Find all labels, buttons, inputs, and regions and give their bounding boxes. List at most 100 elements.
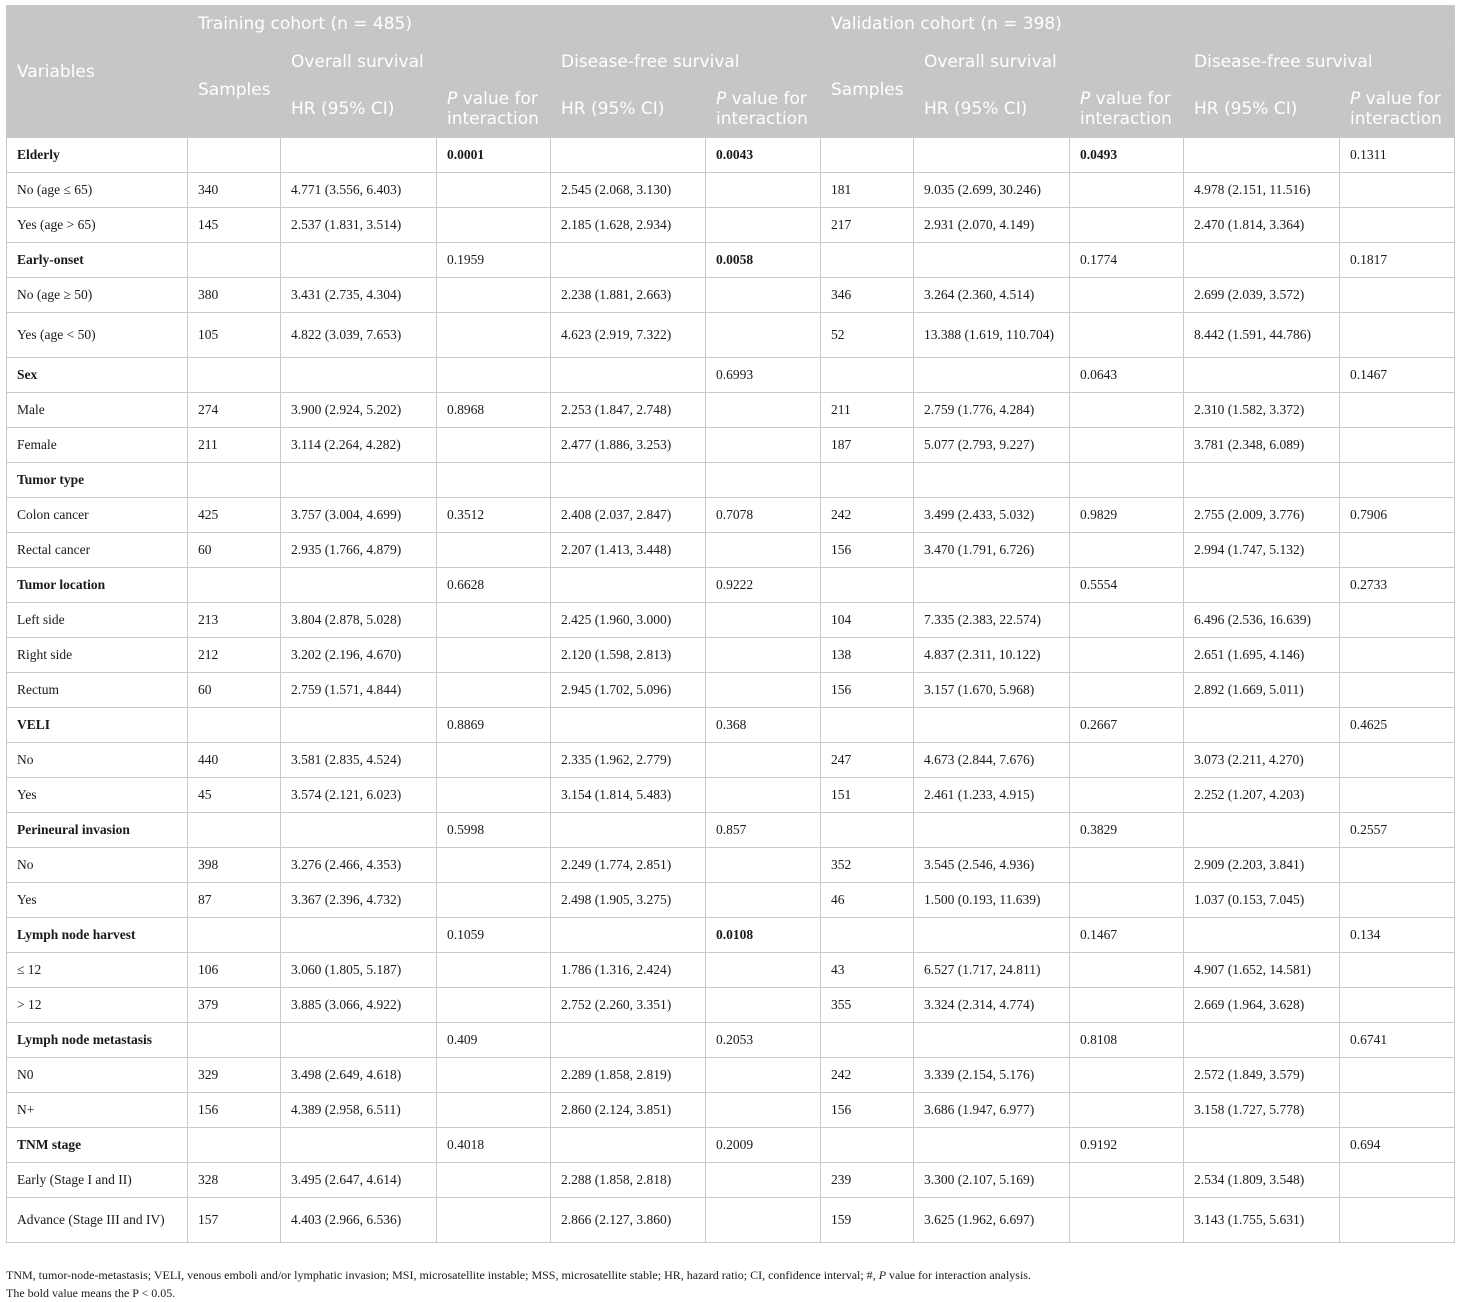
table-cell — [436, 637, 551, 673]
table-row: No (age ≤ 65) 340 4.771 (3.556, 6.403) 2.54… — [6, 172, 1456, 208]
table-cell — [704, 207, 822, 243]
table-cell: 2.288 (1.858, 2.818) — [550, 1162, 706, 1198]
table-cell — [280, 917, 437, 953]
table-cell — [1339, 277, 1456, 313]
table-cell — [1339, 207, 1456, 243]
table-cell — [1339, 672, 1456, 708]
table-cell — [1339, 1057, 1456, 1093]
table-cell: 0.5554 — [1069, 567, 1185, 603]
table-footnote: TNM, tumor-node-metastasis; VELI, venous… — [6, 1266, 1454, 1302]
table-cell: 2.935 (1.766, 4.879) — [280, 532, 437, 568]
table-cell: 346 — [820, 277, 915, 313]
table-cell: 0.1311 — [1339, 137, 1456, 173]
p-interaction-text: value for interaction — [1350, 89, 1442, 129]
table-cell: 0.6741 — [1339, 1022, 1456, 1058]
table-cell — [704, 277, 822, 313]
table-cell: 0.2009 — [704, 1127, 822, 1163]
table-cell: 159 — [820, 1197, 915, 1243]
variable-group-label: Tumor type — [6, 462, 188, 498]
table-row: Female 211 3.114 (2.264, 4.282) 2.477 (1.88… — [6, 427, 1456, 463]
table-cell — [1069, 277, 1185, 313]
table-cell: 0.1467 — [1069, 917, 1185, 953]
p-letter: P — [716, 89, 727, 109]
table-cell — [436, 207, 551, 243]
table-cell: 156 — [820, 672, 915, 708]
table-cell — [280, 1022, 437, 1058]
table-cell — [704, 602, 822, 638]
table-cell: 5.077 (2.793, 9.227) — [913, 427, 1071, 463]
variable-label: No (age ≥ 50) — [6, 277, 188, 313]
table-cell: 3.300 (2.107, 5.169) — [913, 1162, 1071, 1198]
variable-group-label: Tumor location — [6, 567, 188, 603]
table-cell — [1339, 987, 1456, 1023]
table-cell — [436, 427, 551, 463]
table-cell: 3.581 (2.835, 4.524) — [280, 742, 437, 778]
table-cell — [704, 637, 822, 673]
table-cell: 2.310 (1.582, 3.372) — [1183, 392, 1341, 428]
table-cell: 2.249 (1.774, 2.851) — [550, 847, 706, 883]
table-cell — [1069, 462, 1185, 498]
table-cell — [187, 242, 281, 278]
table-row: Left side 213 3.804 (2.878, 5.028) 2.425 (1… — [6, 602, 1456, 638]
variable-group-label: TNM stage — [6, 1127, 188, 1163]
hazard-ratio-table: Variables Training cohort (n = 485) Vali… — [6, 5, 1456, 1243]
table-cell: 0.6993 — [704, 357, 822, 393]
table-cell: 60 — [187, 672, 281, 708]
table-cell — [436, 1197, 551, 1243]
table-cell: 0.0058 — [704, 242, 822, 278]
table-cell: 13.388 (1.619, 110.704) — [913, 312, 1071, 358]
table-cell — [820, 567, 915, 603]
table-row: Colon cancer 425 3.757 (3.004, 4.699) 0.351… — [6, 497, 1456, 533]
table-cell: 6.527 (1.717, 24.811) — [913, 952, 1071, 988]
table-cell — [1339, 1197, 1456, 1243]
p-interaction-text: value for interaction — [1080, 89, 1172, 129]
table-cell — [1339, 847, 1456, 883]
table-cell — [436, 1162, 551, 1198]
table-cell — [550, 567, 706, 603]
table-cell — [1183, 917, 1341, 953]
table-cell: 2.866 (2.127, 3.860) — [550, 1197, 706, 1243]
variable-group-label: VELI — [6, 707, 188, 743]
table-cell: 0.0043 — [704, 137, 822, 173]
variable-label: Early (Stage I and II) — [6, 1162, 188, 1198]
variable-label: Advance (Stage III and IV) — [6, 1197, 188, 1243]
table-cell: 0.2557 — [1339, 812, 1456, 848]
table-cell — [820, 462, 915, 498]
table-cell: 3.060 (1.805, 5.187) — [280, 952, 437, 988]
variable-label: Yes — [6, 882, 188, 918]
table-cell: 0.8968 — [436, 392, 551, 428]
footnote-abbreviations: TNM, tumor-node-metastasis; VELI, venous… — [6, 1266, 1454, 1284]
table-cell: 0.7078 — [704, 497, 822, 533]
table-cell — [704, 1197, 822, 1243]
table-cell — [280, 1127, 437, 1163]
table-cell: 0.368 — [704, 707, 822, 743]
table-cell — [1069, 427, 1185, 463]
table-cell — [704, 1162, 822, 1198]
table-cell: 87 — [187, 882, 281, 918]
table-cell — [1183, 357, 1341, 393]
table-cell: 156 — [187, 1092, 281, 1128]
table-cell — [1069, 1092, 1185, 1128]
table-cell: 9.035 (2.699, 30.246) — [913, 172, 1071, 208]
variable-label: Yes — [6, 777, 188, 813]
table-cell: 187 — [820, 427, 915, 463]
table-cell: 6.496 (2.536, 16.639) — [1183, 602, 1341, 638]
table-cell: 43 — [820, 952, 915, 988]
table-cell: 52 — [820, 312, 915, 358]
group-row: Tumor type — [6, 462, 1456, 498]
table-cell: 355 — [820, 987, 915, 1023]
table-cell: 0.0493 — [1069, 137, 1185, 173]
table-cell: 352 — [820, 847, 915, 883]
table-cell: 45 — [187, 777, 281, 813]
table-cell — [1183, 707, 1341, 743]
p-interaction-header: P value for interaction — [1069, 80, 1185, 138]
variable-group-label: Elderly — [6, 137, 188, 173]
table-cell: 181 — [820, 172, 915, 208]
table-cell — [820, 707, 915, 743]
table-cell — [913, 917, 1071, 953]
table-cell — [1339, 462, 1456, 498]
table-cell: 3.757 (3.004, 4.699) — [280, 497, 437, 533]
table-cell: 398 — [187, 847, 281, 883]
variable-label: No (age ≤ 65) — [6, 172, 188, 208]
table-cell: 0.8869 — [436, 707, 551, 743]
